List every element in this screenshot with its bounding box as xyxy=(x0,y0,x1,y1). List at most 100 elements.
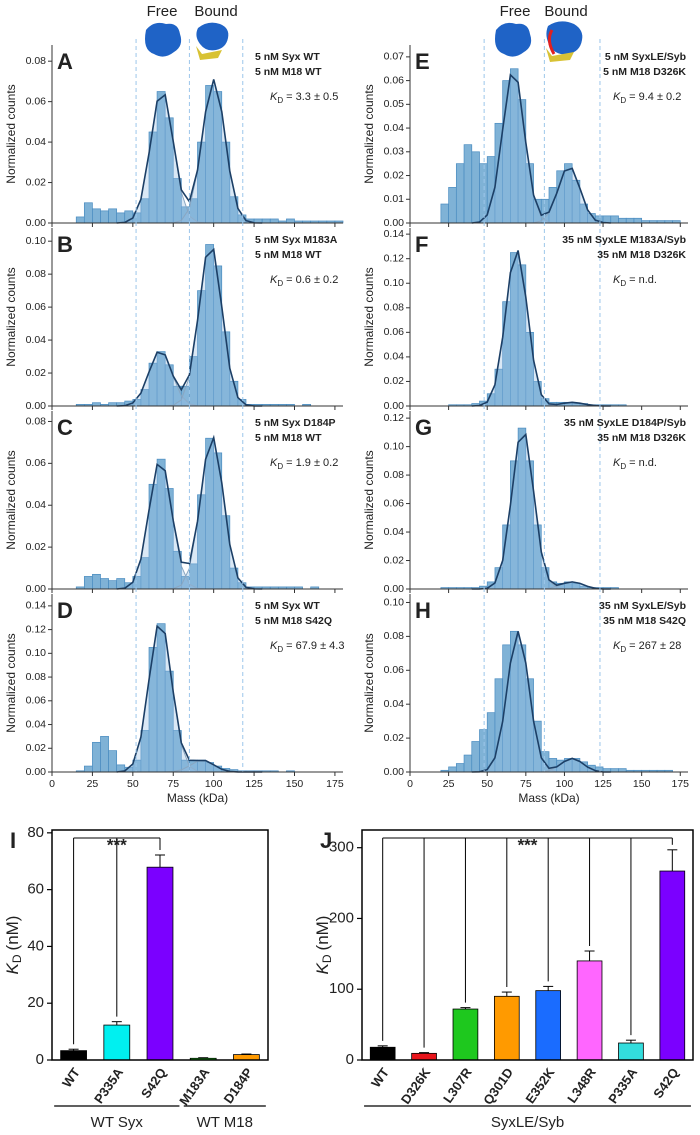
x-tick-label: 125 xyxy=(594,778,612,790)
kd-value: = 0.6 ± 0.2 xyxy=(286,274,338,286)
protein-icon xyxy=(546,21,583,55)
kd-value: = 3.3 ± 0.5 xyxy=(286,91,338,103)
y-tick-label: 0.02 xyxy=(26,742,47,754)
y-tick-label: 0 xyxy=(36,1051,44,1068)
histogram-bar xyxy=(625,217,635,224)
fit-total xyxy=(471,432,611,590)
panel-letter: F xyxy=(415,232,428,257)
histogram-bar xyxy=(108,580,118,590)
histogram-bar xyxy=(83,765,93,773)
kd-symbol: K xyxy=(3,962,22,974)
y-tick-label: 0.10 xyxy=(26,235,47,247)
y-tick-label: 0.00 xyxy=(26,583,47,595)
x-tick-label: 75 xyxy=(520,778,532,790)
x-tick-label: 0 xyxy=(49,778,55,790)
annotation: 5 nM M18 WT xyxy=(255,249,322,261)
y-tick-label: 0.02 xyxy=(384,375,405,387)
histogram-bar xyxy=(92,573,101,590)
histogram-bar xyxy=(455,763,465,773)
y-tick-label: 80 xyxy=(27,824,44,841)
kd-value: = 9.4 ± 0.2 xyxy=(629,91,681,103)
kd-annotation: KD = n.d. xyxy=(613,457,657,471)
fit-total xyxy=(116,247,263,407)
y-tick-label: 0.00 xyxy=(384,400,405,412)
annotation: 5 nM Syx WT xyxy=(255,600,320,612)
x-tick-label: 150 xyxy=(286,778,304,790)
y-tick-label: 60 xyxy=(27,881,44,898)
x-tick-label: 100 xyxy=(556,778,574,790)
y-tick-label: 0.06 xyxy=(384,497,405,509)
kd-subscript: D xyxy=(620,645,626,654)
x-tick-label: D184P xyxy=(221,1065,256,1106)
y-tick-label: 0.14 xyxy=(26,600,47,612)
annotation: 35 nM SyxLE/Syb xyxy=(599,600,686,612)
kd-symbol: K xyxy=(613,457,621,469)
histogram-bar xyxy=(463,144,473,224)
annotation: 5 nM M18 S42Q xyxy=(255,615,332,627)
y-axis-label: Normalized counts xyxy=(4,450,18,549)
annotation: 5 nM SyxLE/Syb xyxy=(605,51,686,63)
panel-letter: A xyxy=(57,49,73,74)
y-tick-label: 0.03 xyxy=(384,146,405,158)
significance-label: *** xyxy=(107,835,127,854)
kd-subscript: D xyxy=(277,279,283,288)
histogram-bar xyxy=(75,216,85,224)
y-tick-label: 0.04 xyxy=(26,499,47,511)
panel-letter: D xyxy=(57,598,73,623)
kd-annotation: KD = 267 ± 28 xyxy=(613,640,681,654)
fit-total xyxy=(116,434,263,590)
x-tick-label: 50 xyxy=(481,778,493,790)
kd-annotation: KD = 9.4 ± 0.2 xyxy=(613,91,681,105)
kd-symbol: K xyxy=(270,457,278,469)
significance-label: *** xyxy=(518,835,538,854)
panel-letter: B xyxy=(57,232,73,257)
bar xyxy=(60,1050,87,1061)
header-bound: Bound xyxy=(544,3,587,20)
kd-subscript: D xyxy=(620,279,626,288)
bar xyxy=(618,1042,644,1061)
kd-subscript: D xyxy=(320,954,334,963)
y-tick-label: 0.02 xyxy=(26,176,47,188)
plot-frame xyxy=(361,829,694,1061)
y-tick-label: 100 xyxy=(329,980,354,997)
bar xyxy=(103,1024,131,1061)
unit: (nM) xyxy=(3,916,22,951)
y-tick-label: 0.04 xyxy=(384,351,405,363)
kd-annotation: KD = 1.9 ± 0.2 xyxy=(270,457,338,471)
y-tick-label: 0.08 xyxy=(26,415,47,427)
y-tick-label: 0.08 xyxy=(384,630,405,642)
y-tick-label: 0.00 xyxy=(384,583,405,595)
kd-annotation: KD = 3.3 ± 0.5 xyxy=(270,91,338,105)
unit: (nM) xyxy=(313,916,332,951)
kd-symbol: K xyxy=(313,962,332,974)
kd-value: = n.d. xyxy=(629,274,657,286)
bar xyxy=(576,960,603,1061)
fit-component xyxy=(471,433,611,590)
bar xyxy=(233,1054,260,1061)
x-tick-label: P335A xyxy=(91,1065,126,1107)
y-tick-label: 0.06 xyxy=(384,326,405,338)
y-tick-label: 0.04 xyxy=(26,136,47,148)
y-tick-label: 20 xyxy=(27,994,44,1011)
x-tick-label: WT xyxy=(59,1065,83,1090)
y-tick-label: 0.00 xyxy=(384,217,405,229)
protein-icon xyxy=(196,46,222,60)
protein-icon xyxy=(145,22,182,57)
protein-icon xyxy=(546,48,574,62)
protein-icon xyxy=(547,29,556,55)
histogram-bar xyxy=(440,203,449,224)
y-tick-label: 300 xyxy=(329,839,354,856)
panel-letter: C xyxy=(57,415,73,440)
x-tick-label: Q301D xyxy=(480,1065,516,1107)
histogram-bar xyxy=(610,768,619,773)
annotation: 35 nM M18 S42Q xyxy=(603,615,686,627)
kd-symbol: K xyxy=(613,640,621,652)
x-tick-label: P335A xyxy=(605,1065,640,1107)
kd-subscript: D xyxy=(277,645,283,654)
y-tick-label: 0.08 xyxy=(26,268,47,280)
x-tick-label: WT xyxy=(368,1065,392,1090)
group-label: WT M18 xyxy=(197,1114,253,1131)
kd-symbol: K xyxy=(270,91,278,103)
histogram-bar xyxy=(100,578,109,590)
x-tick-label: 100 xyxy=(205,778,223,790)
